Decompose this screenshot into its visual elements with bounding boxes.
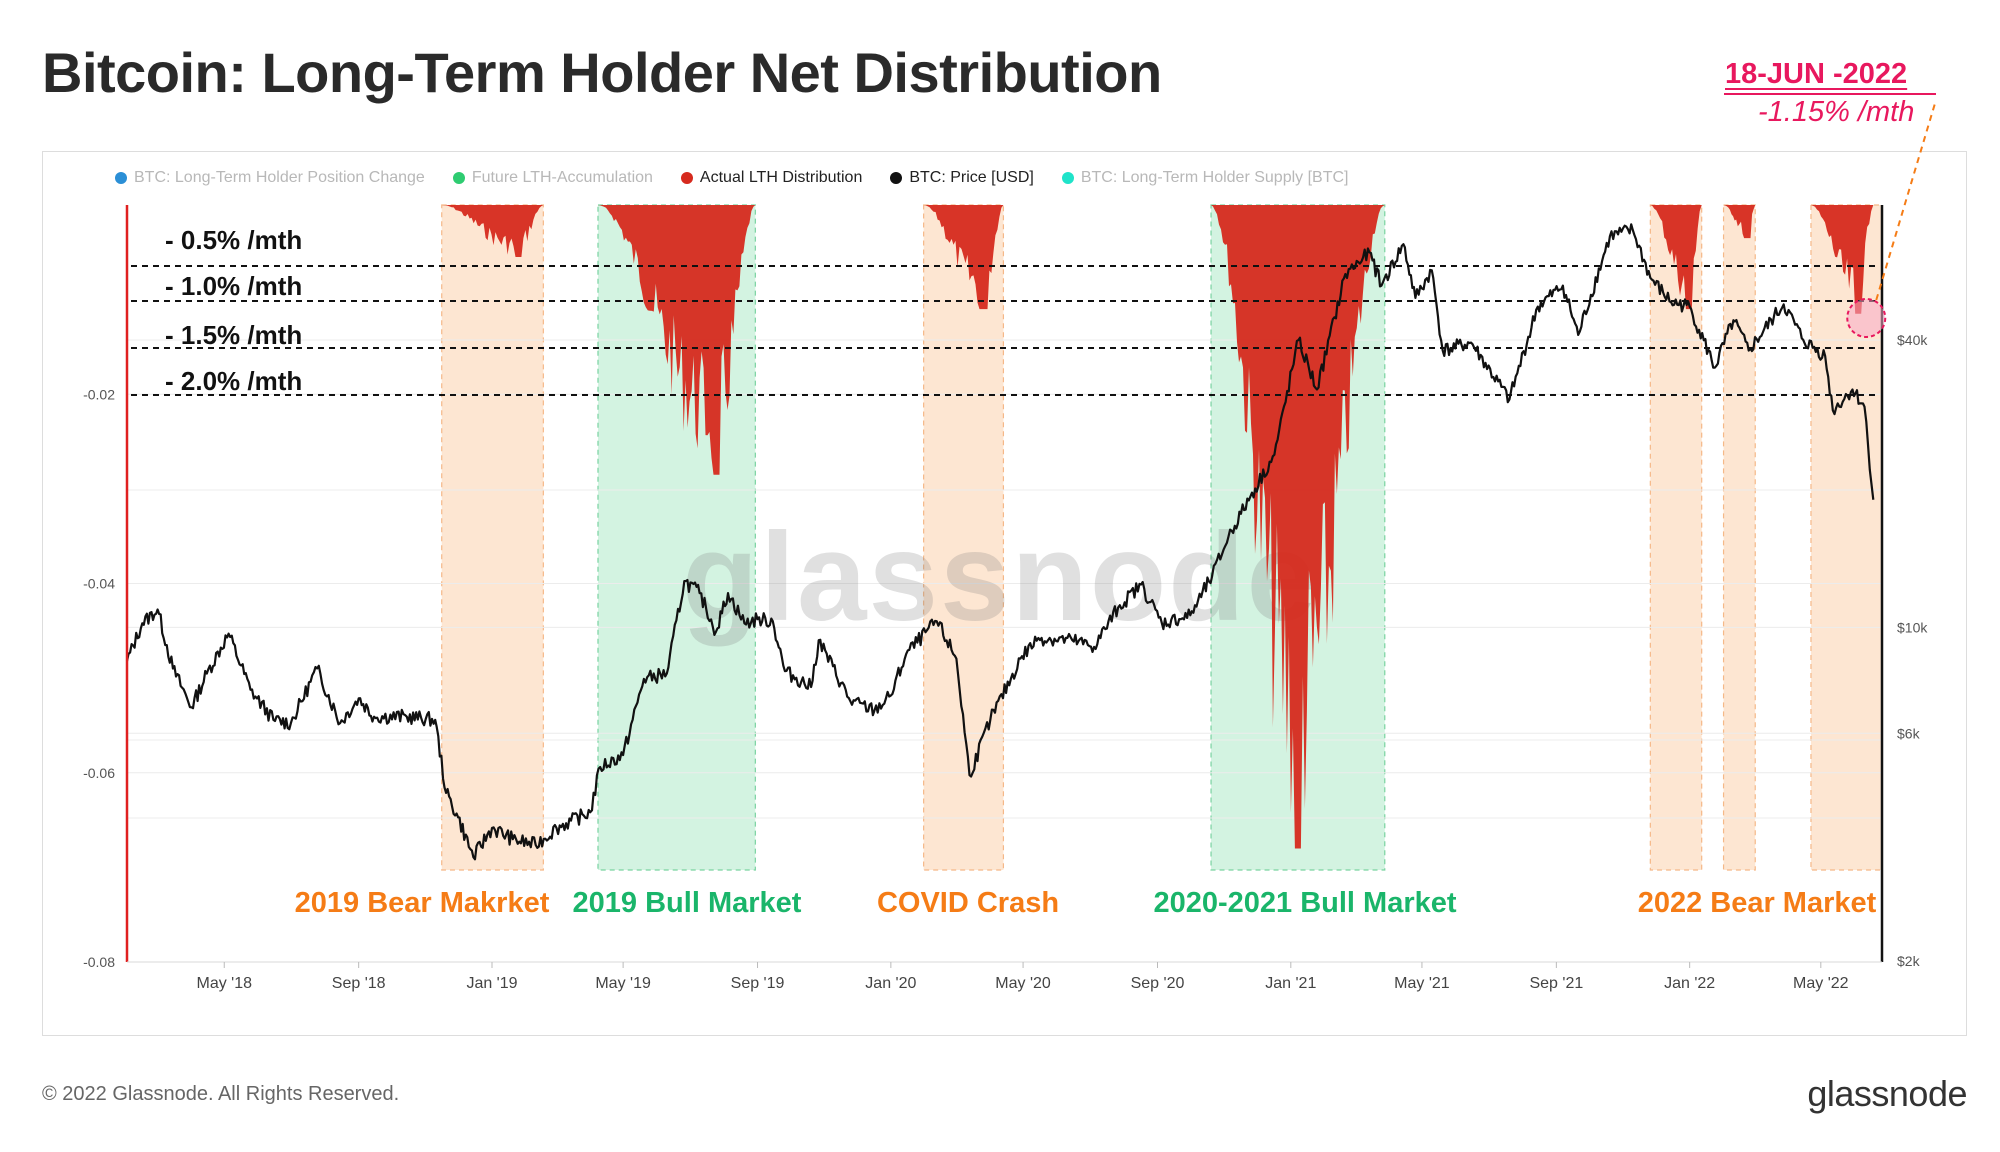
- page-title: Bitcoin: Long-Term Holder Net Distributi…: [42, 41, 1162, 104]
- x-tick-label: May '21: [1394, 975, 1450, 992]
- y-right-tick-label: $2k: [1897, 953, 1921, 969]
- legend-label: BTC: Long-Term Holder Supply [BTC]: [1080, 169, 1349, 186]
- distribution-burst: [1723, 205, 1756, 239]
- x-tick-label: Sep '18: [332, 975, 386, 992]
- x-tick-label: Jan '22: [1664, 975, 1715, 992]
- y-right-tick-label: $10k: [1897, 619, 1928, 635]
- distribution-bars: [441, 205, 1874, 849]
- annotation-value: -1.15% /mth: [1758, 96, 1915, 128]
- annotation-circle: [1846, 298, 1887, 338]
- x-tick-label: Sep '21: [1529, 975, 1583, 992]
- axes: -0.02 -0.04 -0.06 -0.08 $40k $10k $6k $2k May '1…: [83, 205, 1928, 992]
- legend-dot-icon: [890, 172, 903, 184]
- legend-dot-icon: [1061, 172, 1074, 184]
- legend-label: Actual LTH Distribution: [699, 169, 863, 186]
- threshold-label: - 0.5% /mth: [165, 225, 302, 255]
- regime-band: [441, 204, 544, 871]
- regime-label: 2019 Bear Makrket: [295, 887, 550, 919]
- y-right-tick-label: $40k: [1897, 332, 1928, 348]
- regime-label: 2022 Bear Market: [1638, 887, 1877, 919]
- watermark: glassnode: [682, 508, 1318, 647]
- threshold-label: - 1.0% /mth: [165, 271, 302, 301]
- x-tick-label: May '20: [995, 975, 1051, 992]
- y-left-tick-label: -0.08: [83, 954, 115, 970]
- threshold-label: - 2.0% /mth: [165, 366, 302, 396]
- distribution-burst: [441, 205, 544, 257]
- legend-item[interactable]: Actual LTH Distribution: [680, 169, 863, 187]
- y-left-tick-label: -0.02: [83, 386, 115, 402]
- legend-item[interactable]: BTC: Long-Term Holder Supply [BTC]: [1061, 169, 1349, 187]
- regime-label: COVID Crash: [877, 887, 1059, 919]
- regime-label: 2019 Bull Market: [573, 887, 802, 919]
- x-tick-label: May '18: [196, 975, 252, 992]
- regime-labels: 2019 Bear Makrket 2019 Bull Market COVID C…: [295, 887, 1877, 919]
- price-series-line: [125, 223, 1875, 861]
- threshold-label: - 1.5% /mth: [165, 320, 302, 350]
- x-tick-label: Sep '20: [1131, 975, 1185, 992]
- glassnode-logo[interactable]: glassnode: [1807, 1073, 1967, 1114]
- regime-band: [1649, 204, 1703, 871]
- legend-item[interactable]: Future LTH-Accumulation: [452, 169, 653, 187]
- price-line: [125, 223, 1875, 861]
- distribution-burst: [923, 205, 1004, 310]
- distribution-burst: [598, 205, 756, 475]
- y-left-tick-label: -0.06: [83, 765, 115, 781]
- legend-dot-icon: [452, 172, 465, 184]
- distribution-burst: [1650, 205, 1702, 310]
- chart-panel: [42, 151, 1967, 1036]
- x-tick-label: Sep '19: [731, 975, 785, 992]
- regime-band: [1722, 204, 1756, 871]
- regime-label: 2020-2021 Bull Market: [1153, 887, 1456, 919]
- chart-legend: BTC: Long-Term Holder Position Change Fut…: [115, 166, 1376, 190]
- x-tick-label: May '19: [595, 975, 651, 992]
- annotation-date: 18-JUN -2022: [1725, 58, 1908, 90]
- x-tick-label: Jan '20: [865, 975, 916, 992]
- x-tick-label: Jan '19: [466, 975, 517, 992]
- distribution-burst: [1811, 205, 1874, 314]
- distribution-burst: [1211, 205, 1385, 849]
- annotation-marker: [1724, 93, 1937, 338]
- legend-dot-icon: [115, 172, 127, 184]
- legend-label: Future LTH-Accumulation: [471, 169, 653, 186]
- legend-label: BTC: Price [USD]: [909, 169, 1034, 186]
- y-right-tick-label: $6k: [1897, 725, 1921, 741]
- y-left-tick-label: -0.04: [83, 576, 115, 592]
- copyright-text: © 2022 Glassnode. All Rights Reserved.: [42, 1083, 400, 1105]
- x-tick-label: Jan '21: [1265, 975, 1316, 992]
- legend-label: BTC: Long-Term Holder Position Change: [134, 169, 425, 186]
- legend-dot-icon: [680, 172, 693, 184]
- regime-band: [923, 204, 1005, 871]
- annotation-leader-line: [1875, 99, 1937, 301]
- legend-item[interactable]: BTC: Price [USD]: [890, 169, 1034, 187]
- threshold-lines: - 0.5% /mth - 1.0% /mth - 1.5% /mth - 2.0% …: [131, 225, 1880, 396]
- legend-item[interactable]: BTC: Long-Term Holder Position Change: [115, 169, 425, 187]
- x-tick-label: May '22: [1793, 975, 1849, 992]
